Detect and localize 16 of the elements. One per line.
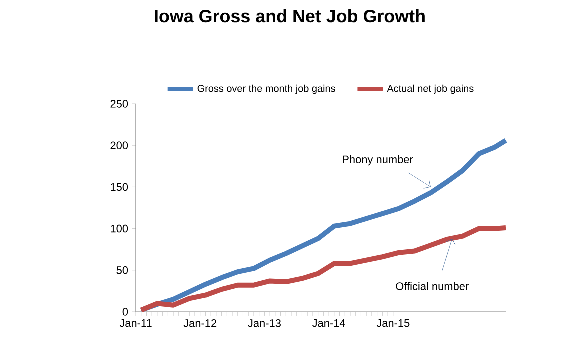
x-tick-label: Jan-14 (312, 320, 346, 328)
annotation: Official number (396, 282, 469, 290)
y-tick-label: 0 (122, 308, 128, 316)
legend-label: Actual net job gains (387, 84, 474, 94)
y-tick-label: 200 (110, 142, 128, 150)
y-tick-label: 250 (110, 100, 128, 108)
x-tick-label: Jan-12 (184, 320, 217, 328)
y-tick-label: 50 (116, 266, 128, 274)
legend-label: Gross over the month job gains (198, 84, 336, 94)
y-tick-label: 100 (111, 224, 128, 233)
chart-title: Iowa Gross and Net Job Growth (155, 10, 425, 23)
x-tick-label: Jan-11 (120, 320, 152, 328)
x-tick-label: Jan-13 (248, 320, 281, 328)
y-tick-label: 150 (111, 183, 128, 192)
annotation: Phony number (343, 155, 414, 166)
x-tick-label: Jan-15 (376, 320, 410, 328)
